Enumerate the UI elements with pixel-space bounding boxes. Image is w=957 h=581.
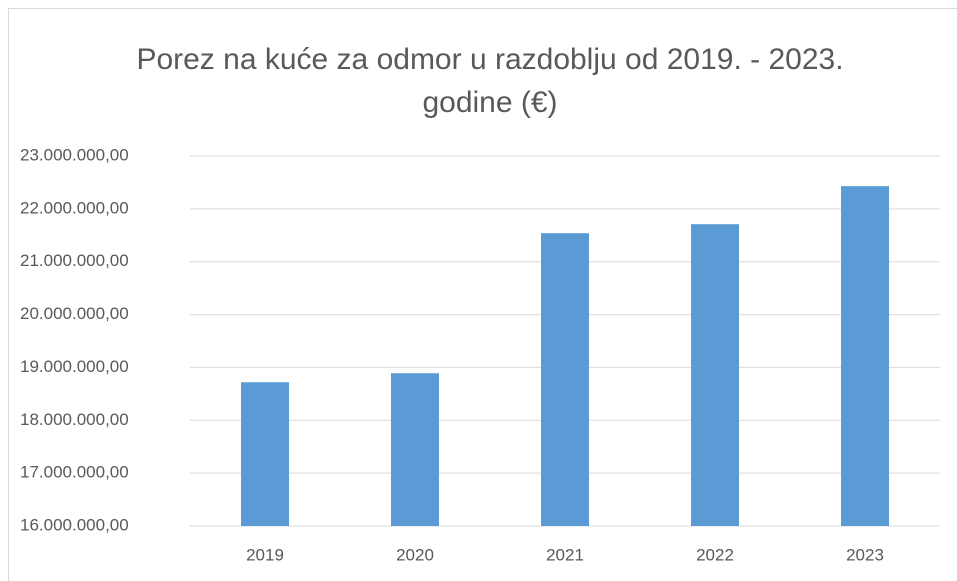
y-tick-label: 18.000.000,00 [20,410,129,429]
x-tick-label: 2021 [546,545,584,564]
y-tick-label: 21.000.000,00 [20,251,129,270]
bar [391,373,439,526]
y-tick-label: 16.000.000,00 [20,515,129,534]
chart-title: Porez na kuće za odmor u razdoblju od 20… [136,43,844,119]
y-tick-label: 17.000.000,00 [20,463,129,482]
bar [541,233,589,526]
y-tick-label: 22.000.000,00 [20,198,129,217]
x-tick-label: 2022 [696,545,734,564]
x-tick-label: 2020 [396,545,434,564]
x-tick-label: 2019 [246,545,284,564]
bar [841,186,889,526]
chart-border [8,8,957,581]
y-tick-label: 20.000.000,00 [20,304,129,323]
bar [691,224,739,526]
x-tick-label: 2023 [846,545,884,564]
bar [241,382,289,526]
y-tick-label: 23.000.000,00 [20,145,129,164]
y-tick-label: 19.000.000,00 [20,357,129,376]
